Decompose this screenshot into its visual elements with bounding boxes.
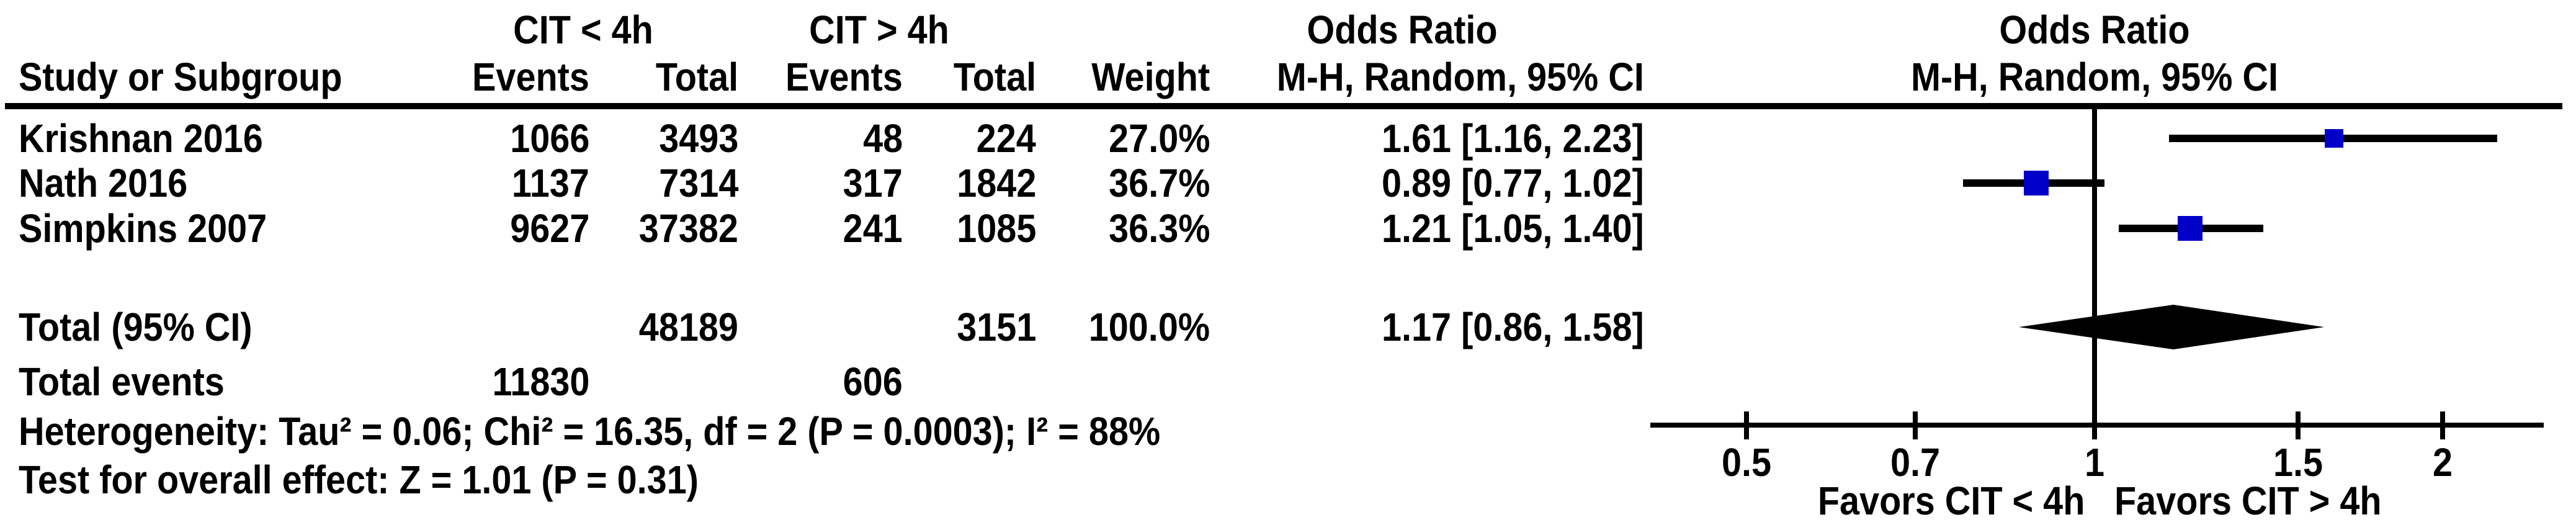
- favors-left-label: Favors CIT < 4h: [1817, 478, 2085, 523]
- column-header-study: Study or Subgroup: [19, 55, 342, 99]
- axis-tick-label: 1: [2084, 440, 2105, 485]
- study-events-2: 241: [843, 206, 903, 251]
- study-or-ci: 0.89 [0.77, 1.02]: [1382, 161, 1644, 205]
- study-name: Nath 2016: [19, 161, 188, 205]
- total-total-1: 48189: [638, 305, 738, 349]
- x-axis-tick: [2092, 411, 2097, 439]
- study-weight: 36.3%: [1108, 206, 1210, 251]
- null-effect-line: [2092, 109, 2097, 439]
- study-name: Simpkins 2007: [19, 206, 267, 251]
- effect-marker: [2024, 171, 2049, 195]
- total-total-2: 3151: [956, 305, 1036, 349]
- total-events-1: 11830: [492, 359, 589, 404]
- axis-tick-label: 0.5: [1721, 440, 1772, 485]
- axis-tick-label: 2: [2432, 440, 2453, 485]
- total-events-label: Total events: [19, 359, 225, 404]
- study-total-2: 1842: [956, 161, 1036, 205]
- study-total-2: 1085: [956, 206, 1036, 251]
- study-weight: 27.0%: [1108, 116, 1210, 161]
- column-header-total-1: Total: [655, 55, 738, 99]
- heterogeneity-stats: Heterogeneity: Tau² = 0.06; Chi² = 16.35…: [19, 409, 1161, 454]
- x-axis-tick: [1913, 411, 1918, 439]
- x-axis-tick: [2296, 411, 2301, 439]
- column-header-events-1: Events: [472, 55, 589, 99]
- study-or-ci: 1.21 [1.05, 1.40]: [1382, 206, 1644, 251]
- total-events-2: 606: [843, 359, 903, 404]
- study-events-1: 1066: [509, 116, 589, 161]
- total-label: Total (95% CI): [19, 305, 253, 349]
- column-header-total-2: Total: [953, 55, 1036, 99]
- column-header-method-right: M-H, Random, 95% CI: [1910, 55, 2279, 99]
- odds-ratio-header-left: Odds Ratio: [1307, 7, 1498, 52]
- total-weight: 100.0%: [1088, 305, 1210, 349]
- study-or-ci: 1.61 [1.16, 2.23]: [1382, 116, 1644, 161]
- study-weight: 36.7%: [1108, 161, 1210, 205]
- study-events-2: 48: [862, 116, 903, 161]
- group1-header: CIT < 4h: [513, 7, 653, 52]
- study-total-1: 37382: [638, 206, 738, 251]
- x-axis-tick: [1744, 411, 1749, 439]
- study-total-1: 3493: [658, 116, 738, 161]
- group2-header: CIT > 4h: [809, 7, 949, 52]
- column-header-weight: Weight: [1091, 55, 1210, 99]
- study-events-2: 317: [843, 161, 903, 205]
- study-events-1: 9627: [509, 206, 589, 251]
- header-rule: [5, 103, 2562, 109]
- axis-tick-label: 0.7: [1890, 440, 1941, 485]
- study-name: Krishnan 2016: [19, 116, 263, 161]
- column-header-events-2: Events: [785, 55, 903, 99]
- effect-marker: [2178, 216, 2203, 241]
- axis-tick-label: 1.5: [2273, 440, 2323, 485]
- odds-ratio-header-right: Odds Ratio: [1999, 7, 2190, 52]
- study-total-2: 224: [976, 116, 1036, 161]
- overall-effect-test: Test for overall effect: Z = 1.01 (P = 0…: [19, 457, 699, 502]
- effect-marker: [2325, 129, 2343, 148]
- study-events-1: 1137: [512, 161, 589, 205]
- x-axis-tick: [2440, 411, 2445, 439]
- column-header-method-left: M-H, Random, 95% CI: [1276, 55, 1644, 99]
- study-total-1: 7314: [658, 161, 738, 205]
- total-or-ci: 1.17 [0.86, 1.58]: [1382, 305, 1644, 349]
- favors-right-label: Favors CIT > 4h: [2114, 478, 2382, 523]
- pooled-diamond: [2019, 305, 2324, 349]
